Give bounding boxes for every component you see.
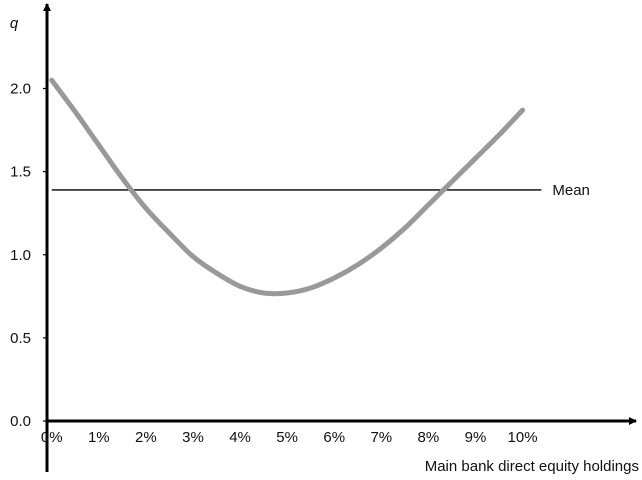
x-tick-label: 3% (182, 429, 204, 446)
x-axis-title: Main bank direct equity holdings (425, 458, 639, 475)
x-tick-label: 6% (323, 429, 345, 446)
x-tick-label: 10% (508, 429, 538, 446)
x-tick-label: 9% (465, 429, 487, 446)
y-tick-label: 1.0 (10, 247, 31, 264)
x-tick-label: 8% (418, 429, 440, 446)
y-tick-label: 0.5 (10, 330, 31, 347)
y-tick-label: 0.0 (10, 413, 31, 430)
x-tick-label: 0% (41, 429, 63, 446)
mean-reference-label: Mean (552, 182, 590, 199)
x-tick-label: 4% (229, 429, 251, 446)
x-tick-label: 2% (135, 429, 157, 446)
x-axis-ticks: 0% 1% 2% 3% 4% 5% 6% 7% 8% 9% 10% (41, 429, 538, 446)
x-tick-label: 1% (88, 429, 110, 446)
q-series-line (49, 77, 526, 297)
chart-axes (43, 3, 637, 472)
y-axis-ticks: 0.0 0.5 1.0 1.5 2.0 (10, 81, 47, 430)
y-tick-label: 1.5 (10, 164, 31, 181)
x-tick-label: 5% (276, 429, 298, 446)
y-tick-label: 2.0 (10, 81, 31, 98)
x-tick-label: 7% (370, 429, 392, 446)
series-layer (49, 77, 526, 297)
y-axis-title: q (10, 15, 19, 32)
